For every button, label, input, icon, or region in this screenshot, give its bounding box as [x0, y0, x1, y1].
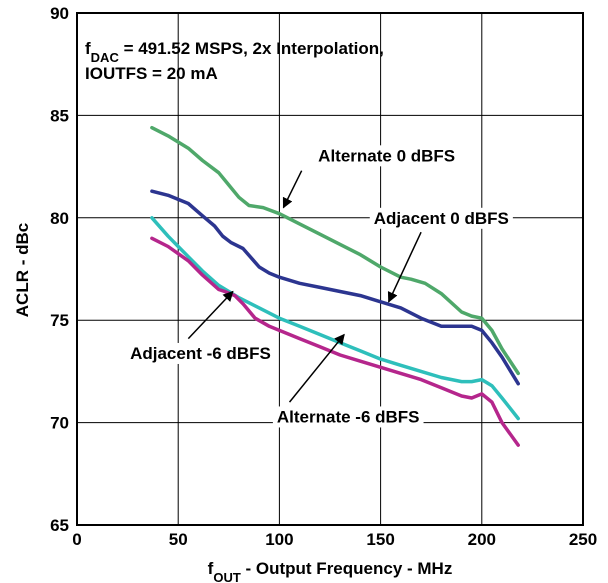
annotation-background: [126, 342, 275, 364]
series-line-alternate-neg6dbfs: [150, 216, 520, 421]
x-tick-label: 200: [468, 530, 496, 549]
annotation-background: [272, 406, 424, 428]
plot-frame: [76, 12, 584, 526]
series-layer: [150, 125, 520, 447]
annotation-adjacent-neg6dbfs-label: Adjacent -6 dBFS: [130, 344, 271, 363]
annotations: Alternate 0 dBFS Adjacent 0 dBFS Adjacent …: [126, 145, 513, 428]
x-tick-label: 100: [265, 530, 293, 549]
y-axis-label: ACLR - dBc: [13, 223, 32, 317]
y-tick-label: 70: [50, 414, 69, 433]
grid: [77, 13, 583, 525]
series-line-adjacent-neg6dbfs: [150, 236, 520, 447]
annotation-adjacent-0dbfs-label: Adjacent 0 dBFS: [374, 209, 509, 228]
annotation-arrow: [187, 290, 234, 340]
x-tick-label: 0: [72, 530, 81, 549]
annotation-background: [314, 145, 460, 167]
y-tick-label: 80: [50, 209, 69, 228]
tick-labels: 0 50 100 150 200 250 65 70 75 80 85 90: [50, 4, 597, 549]
x-tick-label: 150: [366, 530, 394, 549]
annotation-background: [369, 207, 513, 229]
y-tick-label: 90: [50, 4, 69, 23]
annotation-arrow: [288, 333, 345, 403]
annotation-alternate-neg6dbfs-label: Alternate -6 dBFS: [277, 407, 420, 426]
annotation-alternate-0dbfs-label: Alternate 0 dBFS: [318, 146, 455, 165]
y-tick-label: 75: [50, 311, 69, 330]
y-tick-label: 85: [50, 106, 69, 125]
annotation-arrow: [387, 231, 422, 303]
chart-title-line-1: fDAC = 491.52 MSPS, 2x Interpolation,: [85, 39, 384, 65]
y-tick-label: 65: [50, 516, 69, 535]
series-line-alternate-0dbfs: [150, 125, 520, 376]
x-tick-label: 50: [169, 530, 188, 549]
series-line-adjacent-0dbfs: [150, 189, 520, 386]
chart-title-line-2: IOUTFS = 20 mA: [85, 64, 218, 83]
x-tick-label: 250: [569, 530, 597, 549]
annotation-arrow: [282, 170, 303, 209]
x-axis-label: fOUT - Output Frequency - MHz: [208, 559, 453, 583]
